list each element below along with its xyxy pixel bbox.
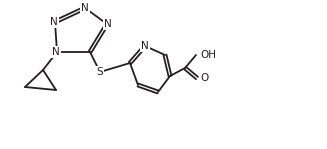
Text: N: N xyxy=(81,3,89,13)
Text: S: S xyxy=(97,67,103,77)
Text: N: N xyxy=(50,17,58,27)
Text: N: N xyxy=(52,47,60,57)
Text: N: N xyxy=(141,41,149,51)
Text: OH: OH xyxy=(200,50,216,60)
Text: N: N xyxy=(104,19,112,29)
Text: O: O xyxy=(200,73,208,83)
